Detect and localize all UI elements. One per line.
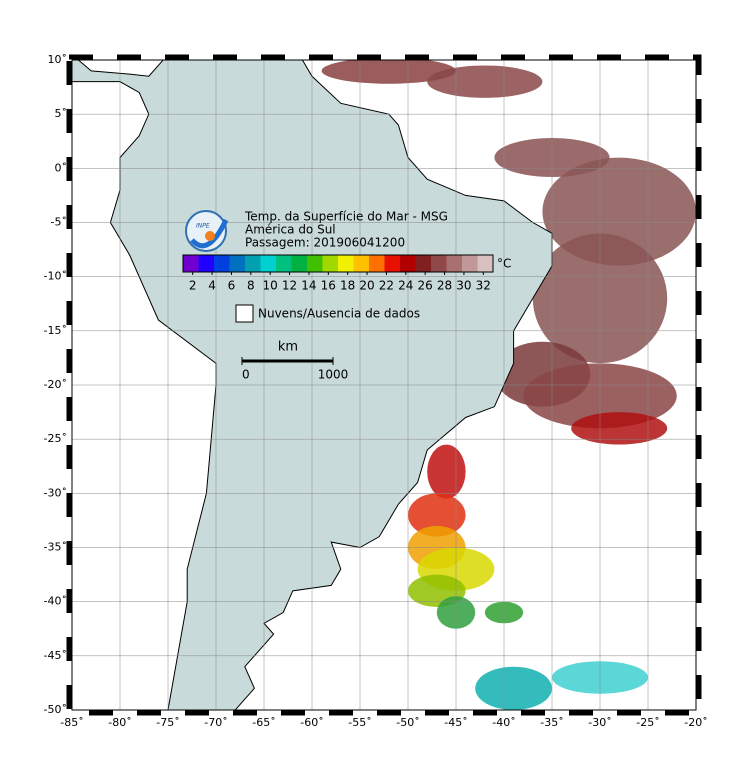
sst-patch xyxy=(321,60,456,84)
colorbar-tick-label: 28 xyxy=(437,279,452,293)
legend-pass: Passagem: 201906041200 xyxy=(245,236,405,250)
colorbar-tick-label: 6 xyxy=(228,279,236,293)
lat-tick-label: 5˚ xyxy=(55,107,68,120)
clouds-swatch xyxy=(235,304,254,323)
lat-tick-label: -20˚ xyxy=(44,378,67,391)
colorbar-segment xyxy=(214,255,230,272)
lon-tick-label: -45˚ xyxy=(444,716,467,729)
lon-tick-label: -70˚ xyxy=(204,716,227,729)
lat-tick-label: -15˚ xyxy=(44,324,67,337)
lon-tick-label: -30˚ xyxy=(588,716,611,729)
colorbar-segment xyxy=(446,255,463,272)
colorbar-tick-label: 24 xyxy=(398,279,413,293)
lat-tick-label: -35˚ xyxy=(44,541,67,554)
colorbar-tick-label: 18 xyxy=(340,279,355,293)
colorbar-tick-label: 4 xyxy=(208,279,216,293)
colorbar-tick-label: 32 xyxy=(476,279,491,293)
logo-dot xyxy=(205,231,215,241)
lon-tick-label: -55˚ xyxy=(348,716,371,729)
colorbar-tick-label: 16 xyxy=(321,279,336,293)
map-layer xyxy=(72,60,696,710)
clouds-label: Nuvens/Ausencia de dados xyxy=(258,307,420,321)
lon-tick-label: -65˚ xyxy=(252,716,275,729)
colorbar-segment xyxy=(322,255,339,272)
colorbar-tick-label: 22 xyxy=(379,279,394,293)
lat-tick-label: -30˚ xyxy=(44,486,67,499)
colorbar-segment xyxy=(338,255,354,272)
colorbar-unit: °C xyxy=(497,257,511,271)
lon-tick-label: -50˚ xyxy=(396,716,419,729)
axes: -85˚ -80˚ -75˚ -70˚ -65˚ -60˚ -55˚ -50˚ -45˚ -40˚… xyxy=(44,53,708,729)
colorbar-segment xyxy=(384,255,401,272)
colorbar-tick-label: 26 xyxy=(418,279,433,293)
sst-patch xyxy=(427,65,543,98)
lon-tick-label: -60˚ xyxy=(300,716,323,729)
lat-tick-label: -40˚ xyxy=(44,595,67,608)
scale-tick-label: 1000 xyxy=(318,368,349,382)
colorbar-segment xyxy=(198,255,215,272)
colorbar-tick-label: 2 xyxy=(189,279,197,293)
frame xyxy=(71,59,697,711)
colorbar-segment xyxy=(462,255,478,272)
lon-tick-label: -20˚ xyxy=(684,716,707,729)
lon-tick-label: -25˚ xyxy=(636,716,659,729)
lon-tick-label: -40˚ xyxy=(492,716,515,729)
colorbar-tick-label: 10 xyxy=(263,279,278,293)
colorbar-segment xyxy=(431,255,447,272)
colorbar-segment xyxy=(183,255,199,272)
lat-tick-label: -50˚ xyxy=(44,703,67,716)
lat-tick-label: 10˚ xyxy=(48,53,68,66)
colorbar-tick-label: 30 xyxy=(456,279,471,293)
sst-patch xyxy=(571,412,668,445)
lon-tick-label: -85˚ xyxy=(60,716,83,729)
colorbar-segment xyxy=(369,255,385,272)
colorbar-tick-label: 20 xyxy=(359,279,374,293)
frame-border xyxy=(66,54,702,716)
logo-text: INPE xyxy=(196,223,210,230)
colorbar-segment xyxy=(245,255,261,272)
legend-region: América do Sul xyxy=(245,223,336,237)
legend: INPE Temp. da Superfície do Mar - MSG Am… xyxy=(182,210,511,382)
lon-tick-label: -35˚ xyxy=(540,716,563,729)
colorbar-segment xyxy=(353,255,370,272)
sst-patch xyxy=(427,444,466,499)
lat-tick-label: -25˚ xyxy=(44,432,67,445)
sst-patch xyxy=(475,666,552,710)
colorbar-tick-label: 14 xyxy=(301,279,316,293)
colorbar-segment xyxy=(400,255,416,272)
colorbar-segment xyxy=(307,255,323,272)
colorbar-tick-label: 12 xyxy=(282,279,297,293)
lon-tick-label: -75˚ xyxy=(156,716,179,729)
lat-tick-label: 0˚ xyxy=(55,161,68,174)
colorbar-segment xyxy=(477,255,494,272)
logo-arrow xyxy=(190,218,229,249)
lon-tick-label: -80˚ xyxy=(108,716,131,729)
colorbar-frame xyxy=(182,254,494,273)
colorbar-segment xyxy=(415,255,432,272)
lat-tick-label: -10˚ xyxy=(44,270,67,283)
colorbar-segment xyxy=(229,255,246,272)
colorbar-tick-label: 8 xyxy=(247,279,255,293)
scale-unit: km xyxy=(278,340,298,355)
lat-tick-label: -5˚ xyxy=(51,216,67,229)
legend-title: Temp. da Superfície do Mar - MSG xyxy=(244,210,448,224)
scale-tick-label: 0 xyxy=(242,368,250,382)
lat-tick-label: -45˚ xyxy=(44,649,67,662)
sst-patch xyxy=(408,493,466,537)
colorbar-segment xyxy=(291,255,308,272)
colorbar-segment xyxy=(276,255,292,272)
colorbar-segment xyxy=(260,255,277,272)
